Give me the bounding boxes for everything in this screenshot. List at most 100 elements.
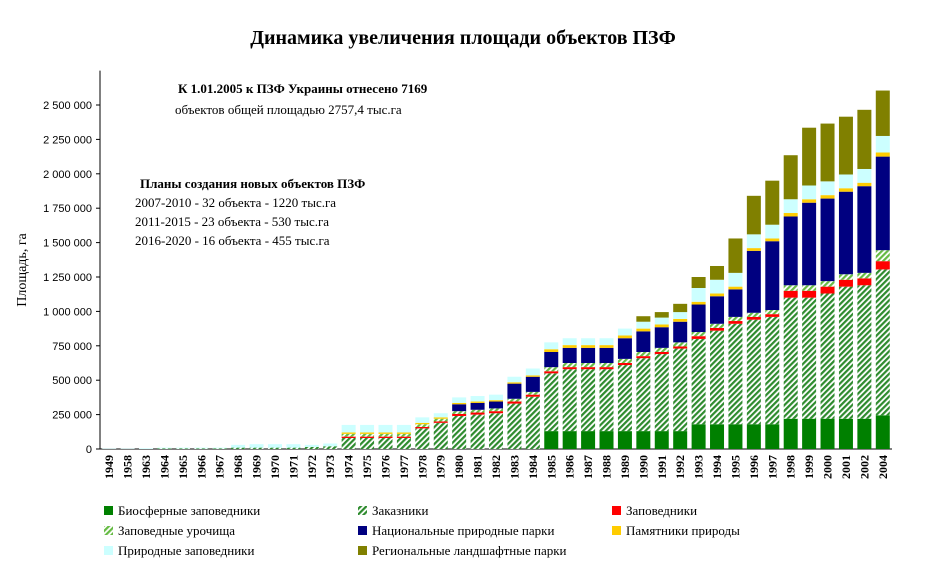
bar-segment [544,431,558,449]
bar-segment [673,319,687,322]
bar-segment [876,152,890,156]
bar-segment [434,417,448,418]
bar-segment [600,369,614,431]
bar-segment [360,437,374,438]
bar-segment [563,338,577,345]
x-tick-label: 1973 [323,455,337,479]
annotation: 2011-2015 - 23 объекта - 530 тыс.га [135,214,329,229]
bar-segment [323,446,337,449]
bar-segment [286,444,300,447]
bar-segment [618,338,632,359]
bar-segment [452,397,466,403]
bar-segment [802,203,816,286]
bar-segment [452,416,466,449]
bar-segment [765,314,779,317]
bar-segment [857,183,871,186]
bar-segment [360,425,374,433]
bar-segment [618,335,632,338]
legend-swatch [612,506,621,515]
x-tick-label: 1990 [636,455,650,479]
bar-segment [802,128,816,186]
annotation: 2007-2010 - 32 объекта - 1220 тыс.га [135,195,336,210]
bar-segment [857,169,871,183]
bar-segment [655,354,669,431]
x-tick-label: 1982 [489,455,503,479]
bar-segment [268,448,282,449]
annotation: Планы создания новых объектов ПЗФ [140,176,365,191]
bar-segment [563,369,577,431]
bar-segment [876,136,890,153]
bar-segment [692,305,706,333]
annotation: К 1.01.2005 к ПЗФ Украины отнесено 7169 [178,81,428,96]
bar-segment [636,331,650,352]
bar-segment [636,356,650,358]
x-tick-label: 1971 [286,455,300,479]
bar-segment [728,273,742,287]
bar-segment [194,448,208,449]
bar-segment [857,110,871,169]
bar-segment [618,431,632,449]
bar-segment [673,342,687,346]
bar-segment [876,415,890,449]
legend-label: Природные заповедники [118,543,254,558]
bar-segment [655,318,669,325]
bar-segment [397,438,411,449]
bar-segment [563,367,577,369]
bar-segment [802,185,816,199]
legend-label: Региональные ландшафтные парки [372,543,567,558]
x-tick-label: 1984 [526,455,540,479]
bar-segment [839,287,853,419]
bar-segment [397,434,411,437]
bar-segment [471,413,485,415]
bar-segment [176,448,190,449]
bar-segment [434,421,448,422]
bar-segment [636,431,650,449]
bar-segment [342,438,356,449]
bar-segment [692,339,706,424]
y-tick-label: 1 500 000 [43,238,92,250]
x-tick-label: 2000 [821,455,835,479]
bar-segment [876,269,890,415]
y-tick-label: 500 000 [52,375,92,387]
x-tick-label: 2001 [839,455,853,479]
x-tick-label: 1993 [692,455,706,479]
bar-segment [268,444,282,447]
bar-segment [765,238,779,241]
bar-segment [378,432,392,433]
bar-segment [157,448,171,449]
bar-segment [876,91,890,136]
bar-segment [415,427,429,428]
bar-segment [397,425,411,433]
y-axis-label: Площадь, га [15,232,30,306]
bar-segment [655,324,669,327]
bar-segment [747,317,761,320]
bar-segment [802,298,816,419]
bar-segment [728,238,742,272]
bar-segment [415,423,429,424]
chart-title: Динамика увеличения площади объектов ПЗФ [250,27,676,49]
y-tick-label: 250 000 [52,410,92,422]
bar-segment [213,448,227,449]
bar-segment [618,329,632,336]
x-tick-label: 1981 [471,455,485,479]
bar-segment [655,431,669,449]
x-tick-label: 1979 [434,455,448,479]
bar-segment [581,369,595,431]
bar-segment [563,348,577,363]
bar-segment [452,404,466,411]
bar-segment [747,248,761,251]
x-tick-label: 1967 [213,455,227,479]
bar-segment [673,312,687,319]
bar-segment [857,273,871,279]
x-tick-label: 1977 [397,455,411,479]
bar-segment [452,411,466,414]
bar-segment [728,287,742,290]
bar-segment [839,174,853,188]
bar-segment [802,199,816,202]
bar-segment [747,251,761,313]
bar-segment [710,324,724,328]
bar-segment [471,396,485,402]
bar-segment [415,424,429,427]
bar-segment [600,348,614,363]
